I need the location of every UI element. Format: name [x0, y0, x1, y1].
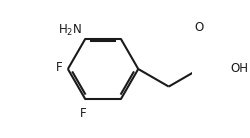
Text: OH: OH	[230, 63, 248, 75]
Text: F: F	[56, 61, 62, 74]
Text: F: F	[80, 107, 87, 120]
Text: O: O	[194, 21, 204, 34]
Text: H$_2$N: H$_2$N	[58, 23, 82, 39]
